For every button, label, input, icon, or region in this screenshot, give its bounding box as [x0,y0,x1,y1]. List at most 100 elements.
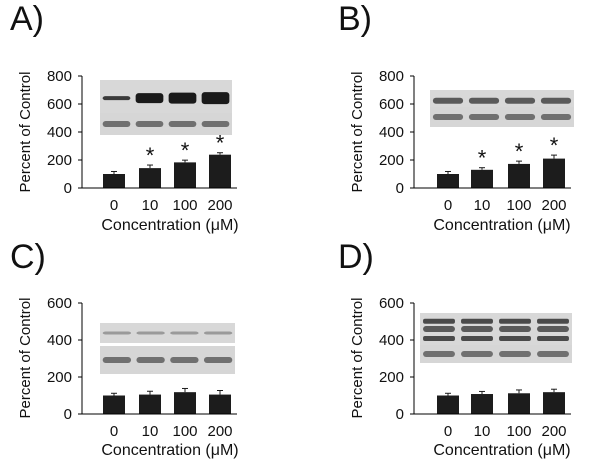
blot-band [102,357,132,363]
significance-marker: * [515,139,524,164]
blot-band [168,92,197,104]
significance-marker: * [181,138,190,163]
y-tick-label: 600 [379,295,404,312]
y-tick-label: 600 [47,295,72,312]
y-tick-label: 200 [47,152,72,169]
x-axis-label: Concentration (μM) [433,442,570,459]
blot-band [136,331,165,335]
blot-band [461,336,493,342]
x-axis-label: Concentration (μM) [101,442,238,459]
x-tick-label: 0 [444,197,452,214]
blot-lower-strip [430,107,574,127]
blot-band [461,351,493,357]
x-tick-label: 100 [172,197,197,214]
y-tick-label: 600 [379,96,404,113]
bar [139,394,161,414]
bar [174,392,196,414]
blot-band [201,121,230,127]
western-blot-image [100,80,232,135]
x-tick-label: 200 [207,197,232,214]
x-tick-label: 10 [474,423,491,440]
panel-b: B) Percent of Control 0 200 400 600 800 0 * 10 * 10… [338,0,574,234]
blot-band [504,97,536,104]
blot-band [423,318,455,324]
blot-band [201,92,230,105]
blot-band [540,114,572,120]
panel-letter: A) [10,0,44,38]
blot-band [203,357,233,363]
bar [103,174,125,188]
y-axis-label: Percent of Control [17,72,34,193]
panel-c: C) Percent of Control 0 200 400 600 0 10 100 200 C… [10,238,239,459]
x-tick-label: 0 [444,423,452,440]
bar [139,168,161,188]
y-tick-label: 0 [64,180,72,197]
y-tick-label: 400 [47,332,72,349]
western-blot-image [420,313,572,363]
blot-band [423,336,455,342]
blot-band [499,351,531,357]
blot-band [203,331,233,335]
y-tick-label: 800 [379,68,404,85]
bar [437,395,459,414]
blot-band [170,331,199,335]
panel-d: D) Percent of Control 0 200 400 600 0 10 100 200 C… [338,238,572,459]
blot-band [168,121,197,127]
panel-letter: C) [10,238,46,276]
bar [471,169,493,188]
bar [508,163,530,188]
blot-lower-strip [420,345,572,363]
blot-band [468,97,500,104]
blot-band [170,357,199,363]
bar [209,394,231,414]
x-axis-label: Concentration (μM) [101,217,238,234]
y-axis-label: Percent of Control [349,72,366,193]
blot-band [540,97,572,104]
panel-a: A) Percent of Control 0 200 400 600 800 0 * 10 * 10… [10,0,239,234]
blot-band [499,336,531,342]
blot-band [499,326,531,332]
blot-lower-strip [100,113,232,135]
blot-band [537,318,569,324]
x-tick-label: 100 [506,197,531,214]
bar [103,395,125,414]
western-blot-image [100,323,235,374]
panel-letter: D) [338,238,374,276]
x-tick-label: 200 [541,423,566,440]
blot-band [468,114,500,120]
y-tick-label: 400 [379,124,404,141]
blot-band [537,326,569,332]
x-tick-label: 0 [110,423,118,440]
significance-marker: * [216,131,225,156]
blot-band [461,326,493,332]
y-tick-label: 0 [396,180,404,197]
y-axis-label: Percent of Control [349,298,366,419]
y-tick-label: 200 [379,369,404,386]
blot-band [432,97,464,104]
x-tick-label: 10 [474,197,491,214]
blot-band [423,326,455,332]
bar [508,393,530,414]
blot-band [499,318,531,324]
blot-band [537,351,569,357]
y-tick-label: 800 [47,68,72,85]
bar [174,162,196,188]
significance-marker: * [146,143,155,168]
x-tick-label: 100 [172,423,197,440]
y-tick-label: 0 [396,406,404,423]
blot-band [102,331,132,335]
y-tick-label: 200 [379,152,404,169]
blot-band [432,114,464,120]
significance-marker: * [478,146,487,171]
x-tick-label: 200 [207,423,232,440]
bar [209,154,231,188]
blot-band [504,114,536,120]
blot-band [102,121,131,127]
significance-marker: * [550,133,559,158]
blot-band [135,121,164,127]
blot-band [102,96,131,101]
bar [437,174,459,188]
blot-band [136,357,165,363]
x-axis-label: Concentration (μM) [433,217,570,234]
